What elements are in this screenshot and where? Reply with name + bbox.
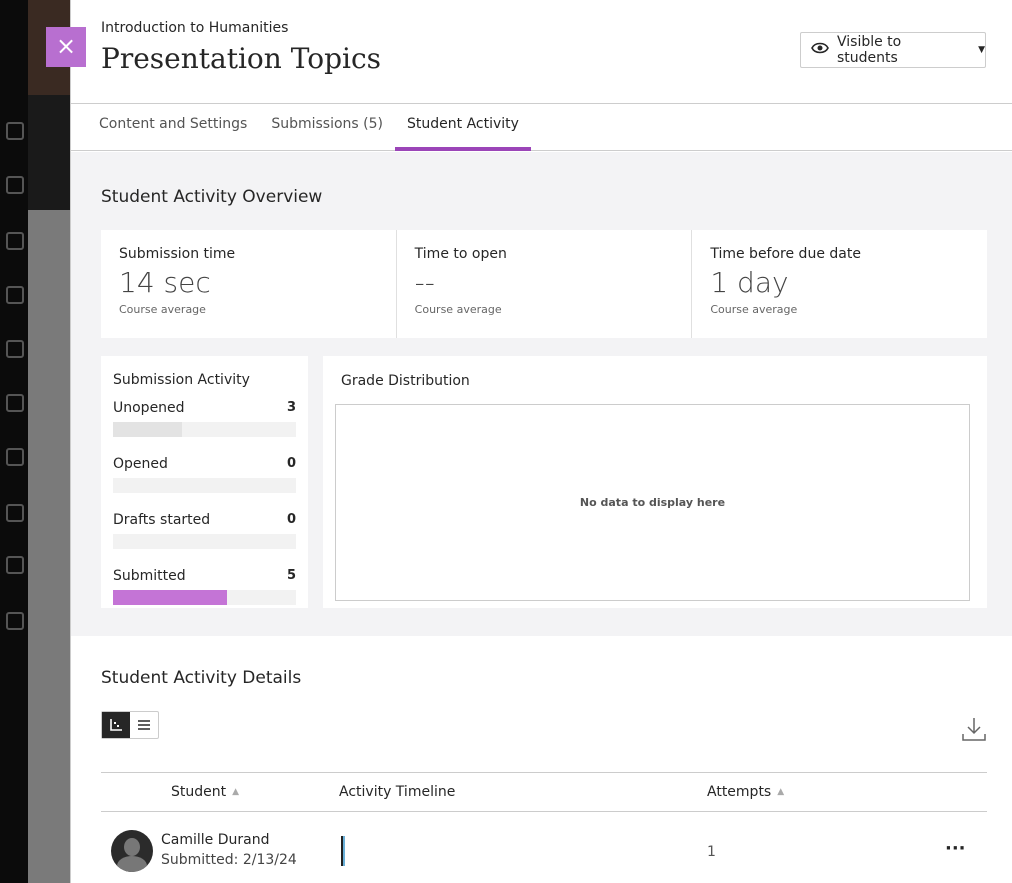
column-student[interactable]: Student ▲ bbox=[171, 784, 240, 800]
grade-chart-empty: No data to display here bbox=[335, 404, 970, 601]
submission-status: Submitted: 2/13/24 bbox=[161, 852, 297, 868]
activity-row: Unopened 3 bbox=[113, 400, 296, 416]
submission-activity-title: Submission Activity bbox=[113, 372, 250, 388]
timeline-view-button[interactable] bbox=[102, 712, 130, 738]
sort-icon: ▲ bbox=[777, 787, 785, 797]
panel-header: Introduction to Humanities Presentation … bbox=[71, 0, 1012, 104]
close-button[interactable]: × bbox=[46, 27, 86, 67]
sort-icon: ▲ bbox=[232, 787, 240, 797]
activity-bar bbox=[113, 422, 296, 437]
stats-cards: Submission time 14 sec Course average Time… bbox=[101, 230, 987, 338]
download-icon[interactable] bbox=[961, 716, 987, 746]
page-title: Presentation Topics bbox=[101, 42, 381, 75]
background-page bbox=[28, 0, 70, 883]
background-nav bbox=[0, 0, 28, 883]
activity-bar bbox=[113, 478, 296, 493]
column-activity-timeline: Activity Timeline bbox=[339, 784, 456, 800]
stat-time-to-open: Time to open -- Course average bbox=[397, 230, 693, 338]
activity-overview: Student Activity Overview Submission tim… bbox=[71, 152, 1012, 636]
activity-row: Drafts started 0 bbox=[113, 512, 296, 528]
activity-panel: Introduction to Humanities Presentation … bbox=[70, 0, 1012, 883]
overview-title: Student Activity Overview bbox=[101, 187, 323, 207]
view-toggle bbox=[101, 711, 159, 739]
list-view-button[interactable] bbox=[130, 712, 158, 738]
table-header: Student ▲ Activity Timeline Attempts ▲ bbox=[101, 772, 987, 812]
details-title: Student Activity Details bbox=[101, 668, 302, 688]
visibility-label: Visible to students bbox=[837, 34, 902, 66]
column-attempts[interactable]: Attempts ▲ bbox=[707, 784, 785, 800]
table-row: Camille Durand Submitted: 2/13/24 1 ··· bbox=[101, 822, 987, 882]
activity-row: Submitted 5 bbox=[113, 568, 296, 584]
caret-down-icon: ▼ bbox=[978, 45, 985, 55]
more-options-icon[interactable]: ··· bbox=[945, 838, 966, 859]
avatar bbox=[111, 830, 153, 872]
activity-row: Opened 0 bbox=[113, 456, 296, 472]
submission-activity-card: Submission Activity Unopened 3 Opened 0 Draf… bbox=[101, 356, 308, 608]
activity-bar-fill bbox=[113, 590, 228, 605]
activity-bar-fill bbox=[113, 422, 182, 437]
stat-submission-time: Submission time 14 sec Course average bbox=[101, 230, 397, 338]
tab-student-activity[interactable]: Student Activity bbox=[395, 104, 531, 151]
grade-distribution-title: Grade Distribution bbox=[341, 373, 470, 389]
visibility-dropdown[interactable]: Visible to students ▼ bbox=[800, 32, 986, 68]
attempts-value: 1 bbox=[707, 844, 716, 860]
stat-time-before-due: Time before due date 1 day Course average bbox=[710, 246, 861, 316]
timeline-mark bbox=[341, 836, 345, 866]
eye-icon bbox=[811, 42, 829, 58]
tab-bar: Content and Settings Submissions (5) Stu… bbox=[71, 104, 1012, 151]
student-name[interactable]: Camille Durand bbox=[161, 832, 270, 848]
activity-bar bbox=[113, 590, 296, 605]
tab-submissions[interactable]: Submissions (5) bbox=[271, 116, 384, 132]
course-name: Introduction to Humanities bbox=[101, 20, 289, 36]
grade-distribution-card: Grade Distribution No data to display he… bbox=[323, 356, 987, 608]
activity-bar bbox=[113, 534, 296, 549]
tab-content-settings[interactable]: Content and Settings bbox=[99, 116, 248, 132]
